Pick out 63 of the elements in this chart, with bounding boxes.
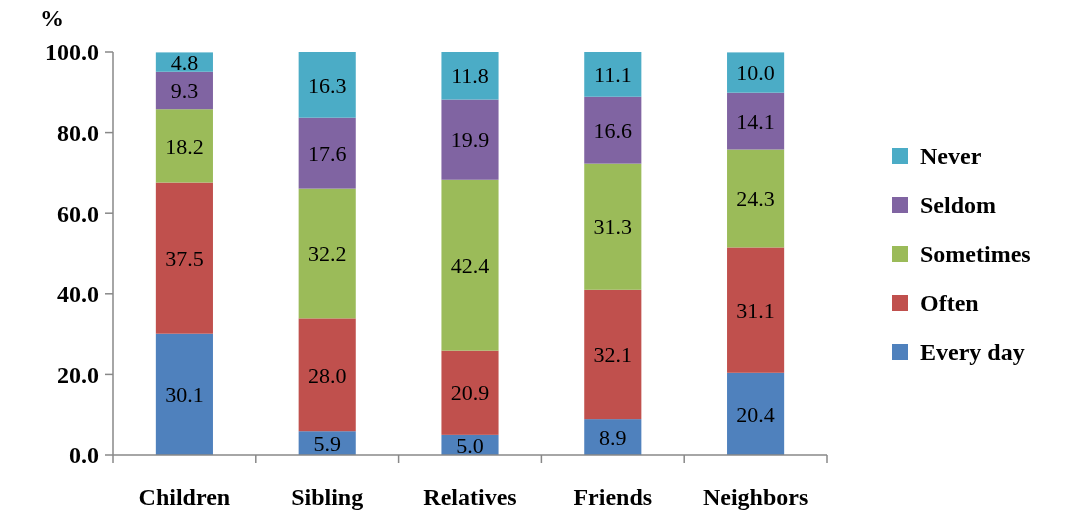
bar [441,179,499,351]
bar [298,318,356,432]
data-label: 31.1 [736,297,775,323]
data-label: 30.1 [165,382,204,408]
x-tick-label: Sibling [291,484,364,510]
legend-label: Every day [920,339,1025,366]
data-label: 32.2 [307,241,347,267]
x-tick-label: Relatives [423,484,517,510]
data-label: 20.9 [450,380,490,406]
x-tick-label: Neighbors [702,484,809,510]
x-tick-label: Friends [573,484,653,510]
bar [155,333,213,455]
legend-label: Sometimes [920,241,1031,268]
y-tick-label: 40.0 [57,281,99,308]
data-label: 14.1 [736,108,775,134]
data-label: 31.3 [593,214,633,240]
data-label: 17.6 [307,140,347,166]
data-label: 5.0 [456,432,484,458]
bar [584,96,642,164]
y-axis-title: % [40,5,64,31]
bar [584,52,642,97]
data-label: 18.2 [165,133,204,159]
data-label: 32.1 [593,342,633,368]
data-label: 5.9 [313,430,341,456]
data-label: 19.9 [450,127,490,153]
bar [155,71,213,110]
y-tick-label: 60.0 [57,200,99,227]
data-label: 24.3 [736,186,775,212]
bar [155,109,213,183]
data-label: 16.6 [593,117,633,143]
bar [298,117,356,189]
bar [584,163,642,290]
bar [441,52,499,100]
data-label: 9.3 [170,78,199,104]
y-tick-label: 80.0 [57,120,99,146]
legend-label: Often [920,290,979,317]
data-label: 16.3 [307,72,347,98]
bar [584,289,642,420]
legend-label: Never [920,143,982,170]
data-label: 10.0 [736,60,775,86]
bar [727,372,785,455]
bar [298,52,356,118]
data-label: 11.1 [593,62,632,88]
data-label: 8.9 [599,424,627,450]
y-tick-label: 0.0 [69,442,99,469]
bar [298,188,356,319]
data-label: 42.4 [450,252,490,278]
y-tick-label: 20.0 [57,361,99,388]
bar [727,92,785,150]
bar [727,247,785,373]
data-label: 28.0 [307,362,347,388]
data-label: 37.5 [165,245,204,271]
bar [441,99,499,180]
legend-label: Seldom [920,192,997,219]
data-label: 11.8 [451,63,489,89]
bar [155,182,213,334]
bar [727,149,785,248]
bar [727,52,785,93]
data-label: 4.8 [170,49,199,75]
x-tick-label: Children [138,484,231,510]
bar [441,350,499,435]
y-tick-label: 100.0 [45,39,99,66]
data-label: 20.4 [736,401,775,427]
